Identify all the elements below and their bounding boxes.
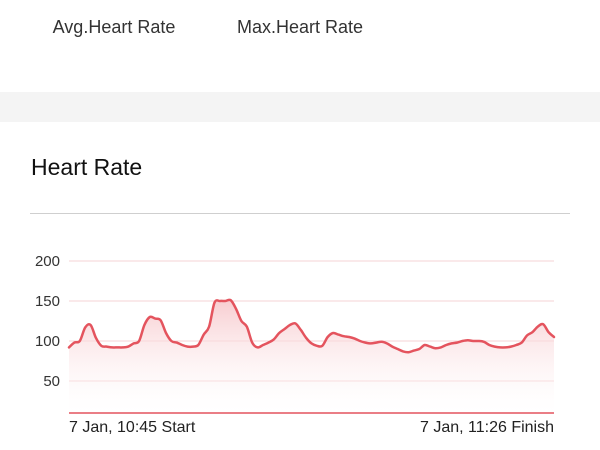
heart-rate-line [67, 298, 556, 354]
y-tick-label: 50 [43, 373, 60, 390]
heart-rate-title: Heart Rate [31, 154, 143, 180]
x-axis-start-label: 7 Jan, 10:45 Start [69, 419, 196, 436]
max-heart-rate-label: Max.Heart Rate [236, 17, 364, 37]
y-tick-label: 100 [35, 333, 60, 350]
y-tick-label: 200 [35, 253, 60, 270]
title-divider [30, 213, 570, 214]
y-tick-label: 150 [35, 293, 60, 310]
avg-heart-rate-label: Avg.Heart Rate [52, 17, 176, 37]
summary-stats: ♥103 Avg.Heart Rate ♥151 Max.Heart Rate [0, 0, 600, 92]
heart-rate-area [69, 299, 554, 413]
section-separator [0, 92, 600, 122]
chart-y-axis: 50 100 150 200 [35, 253, 60, 390]
x-axis-finish-label: 7 Jan, 11:26 Finish [420, 419, 554, 436]
